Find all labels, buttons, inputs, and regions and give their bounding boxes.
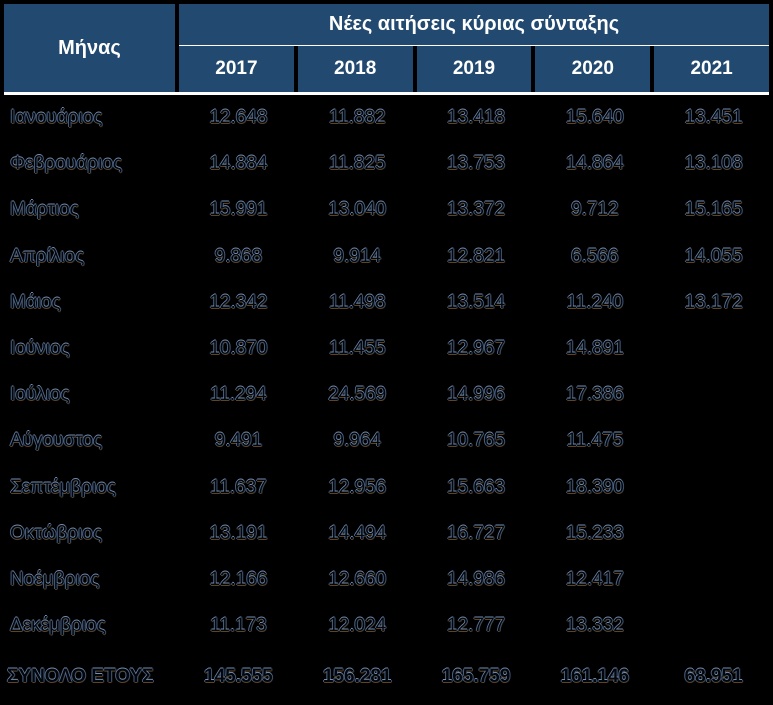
value-cell: 15.663 (446, 476, 506, 498)
value-cell: 13.514 (446, 291, 506, 313)
month-label: Σεπτέμβριος (10, 476, 116, 498)
year-header-2021: 2021 (654, 46, 769, 92)
month-label: Μάιος (10, 291, 61, 313)
year-header-2017: 2017 (179, 46, 294, 92)
table-row: Απρίλιος 9.868 9.914 12.821 6.566 14.055 (0, 234, 773, 280)
value-cell: 15.165 (684, 199, 743, 221)
value-cell: 13.451 (684, 107, 743, 129)
table-row: Φεβρουάριος 14.884 11.825 13.753 14.864 … (0, 141, 773, 187)
month-label: Μάρτιος (10, 199, 79, 221)
value-cell: 14.891 (565, 338, 624, 360)
value-cell: 9.712 (571, 199, 619, 221)
month-label: Νοέμβριος (10, 568, 100, 590)
total-label: ΣΥΝΟΛΟ ΕΤΟΥΣ (7, 666, 154, 687)
value-cell: 14.864 (565, 153, 624, 175)
value-cell: 12.648 (209, 107, 268, 129)
value-cell: 14.884 (209, 153, 268, 175)
value-cell: 12.956 (328, 476, 387, 498)
total-value-2019: 165.759 (441, 666, 511, 687)
month-column-header: Μήνας (4, 4, 175, 92)
table-row: Σεπτέμβριος 11.637 12.956 15.663 18.390 (0, 465, 773, 511)
value-cell: 16.727 (446, 522, 506, 544)
value-cell: 13.372 (446, 199, 506, 221)
value-cell: 15.640 (565, 107, 624, 129)
year-header-2019: 2019 (416, 46, 532, 92)
value-cell: 13.108 (684, 153, 743, 175)
value-cell: 11.475 (566, 430, 624, 452)
header-divider (4, 92, 769, 95)
total-value-2021: 68.951 (684, 666, 743, 687)
month-label: Απρίλιος (10, 245, 85, 267)
table-header: Μήνας Νέες αιτήσεις κύριας σύνταξης 2017… (4, 4, 769, 92)
value-cell: 12.967 (446, 338, 506, 360)
total-row: ΣΥΝΟΛΟ ΕΤΟΥΣ 145.555 156.281 165.759 161… (0, 649, 773, 705)
value-cell: 13.191 (209, 522, 268, 544)
value-cell: 11.498 (328, 291, 386, 313)
table-row: Νοέμβριος 12.166 12.660 14.986 12.417 (0, 557, 773, 603)
month-label: Ιούλιος (10, 384, 70, 406)
value-cell: 11.173 (210, 615, 267, 637)
value-cell: 11.455 (328, 338, 386, 360)
value-cell: 9.964 (333, 430, 381, 452)
value-cell: 12.660 (328, 568, 387, 590)
table-row: Ιούλιος 11.294 24.569 14.996 17.386 (0, 372, 773, 418)
value-cell: 14.055 (684, 245, 743, 267)
year-header-2018: 2018 (297, 46, 413, 92)
value-cell: 14.986 (446, 568, 506, 590)
value-cell: 11.882 (328, 107, 386, 129)
table-row: Αύγουστος 9.491 9.964 10.765 11.475 (0, 418, 773, 464)
month-label: Αύγουστος (10, 430, 103, 452)
month-label: Δεκέμβριος (10, 615, 106, 637)
table-row: Οκτώβριος 13.191 14.494 16.727 15.233 (0, 511, 773, 557)
value-cell: 15.233 (565, 522, 624, 544)
value-cell: 18.390 (565, 476, 624, 498)
value-cell: 10.870 (209, 338, 268, 360)
value-cell: 12.777 (446, 615, 506, 637)
month-label: Οκτώβριος (10, 522, 103, 544)
value-cell: 12.024 (328, 615, 387, 637)
year-header-2020: 2020 (535, 46, 651, 92)
table-body: Ιανουάριος 12.648 11.882 13.418 15.640 1… (0, 95, 773, 649)
value-cell: 13.332 (565, 615, 624, 637)
value-cell: 15.991 (209, 199, 268, 221)
total-value-2018: 156.281 (322, 666, 392, 687)
month-label: Ιούνιος (10, 338, 70, 360)
table-row: Ιανουάριος 12.648 11.882 13.418 15.640 1… (0, 95, 773, 141)
value-cell: 12.342 (209, 291, 268, 313)
value-cell: 13.172 (684, 291, 743, 313)
value-cell: 9.491 (214, 430, 263, 452)
table-row: Δεκέμβριος 11.173 12.024 12.777 13.332 (0, 603, 773, 649)
value-cell: 9.868 (214, 245, 263, 267)
month-label: Ιανουάριος (10, 107, 103, 129)
value-cell: 11.825 (328, 153, 386, 175)
table-row: Μάιος 12.342 11.498 13.514 11.240 13.172 (0, 280, 773, 326)
value-cell: 6.566 (571, 245, 619, 267)
value-cell: 10.765 (446, 430, 506, 452)
value-cell: 12.821 (446, 245, 506, 267)
value-cell: 12.166 (209, 568, 268, 590)
value-cell: 13.040 (328, 199, 387, 221)
value-cell: 9.914 (333, 245, 381, 267)
value-cell: 14.996 (446, 384, 506, 406)
group-header: Νέες αιτήσεις κύριας σύνταξης (179, 4, 769, 46)
total-value-2017: 145.555 (204, 666, 273, 687)
value-cell: 11.240 (566, 291, 624, 313)
value-cell: 12.417 (565, 568, 624, 590)
value-cell: 13.753 (446, 153, 506, 175)
value-cell: 24.569 (328, 384, 387, 406)
value-cell: 11.294 (210, 384, 267, 406)
month-label: Φεβρουάριος (10, 153, 123, 175)
value-cell: 17.386 (565, 384, 624, 406)
value-cell: 14.494 (328, 522, 387, 544)
table-row: Ιούνιος 10.870 11.455 12.967 14.891 (0, 326, 773, 372)
total-value-2020: 161.146 (560, 666, 630, 687)
table-row: Μάρτιος 15.991 13.040 13.372 9.712 15.16… (0, 187, 773, 233)
value-cell: 11.637 (210, 476, 267, 498)
value-cell: 13.418 (446, 107, 506, 129)
